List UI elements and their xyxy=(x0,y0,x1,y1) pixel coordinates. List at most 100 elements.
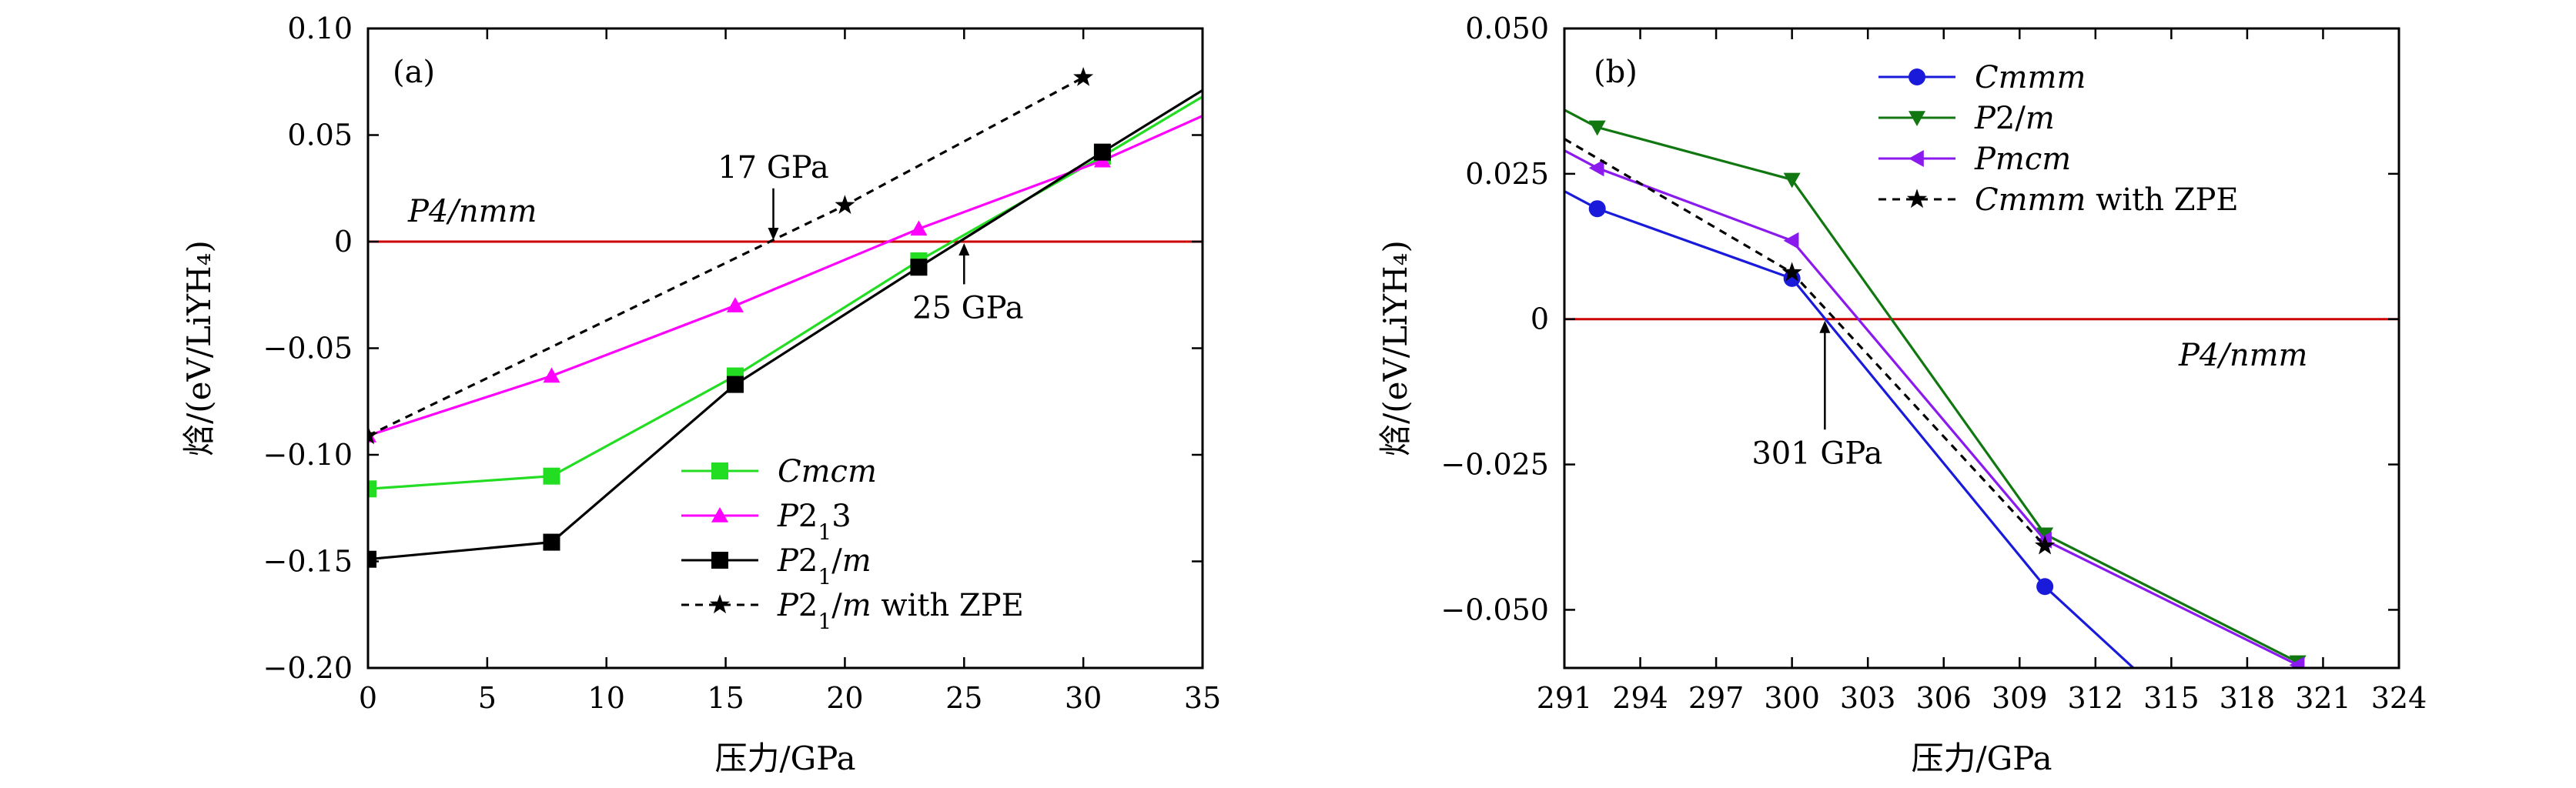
legend: Cmmm P2/m Pmcm Cmmm with ZPE xyxy=(1878,60,2239,218)
x-tick-label: 300 xyxy=(1764,681,1820,715)
annotation-label: 25 GPa xyxy=(912,290,1024,326)
y-tick-label: −0.05 xyxy=(263,332,353,366)
data-point xyxy=(543,367,560,383)
panel-a: P4/nmm 0 5 10 15 20 25 30 35 −0.20 −0.15 −0.10 −0.05… xyxy=(180,12,1221,777)
data-point xyxy=(2036,578,2054,596)
x-tick-label: 321 xyxy=(2295,681,2351,715)
x-tick-label: 15 xyxy=(707,681,744,715)
legend-label: P21/m with ZPE xyxy=(777,588,1024,634)
y-tick-label: 0 xyxy=(1531,302,1549,336)
legend-marker xyxy=(711,552,728,569)
annotation-label: 301 GPa xyxy=(1751,436,1882,471)
x-tick-label: 25 xyxy=(945,681,982,715)
legend-label: P213 xyxy=(777,499,851,545)
data-point xyxy=(910,259,928,276)
data-point xyxy=(835,195,855,214)
x-tick-label: 312 xyxy=(2068,681,2124,715)
data-point xyxy=(368,480,376,498)
legend-marker xyxy=(1906,189,1928,209)
legend-marker xyxy=(711,462,728,479)
panel-b: P4/nmm 291 294 297 300 303 306 309 312 315 318 321 3… xyxy=(1377,12,2427,777)
x-tick-label: 303 xyxy=(1840,681,1896,715)
annotation-label: 17 GPa xyxy=(718,150,829,185)
panel-label: (b) xyxy=(1594,55,1638,90)
y-tick-label: −0.025 xyxy=(1440,448,1549,482)
legend-label: Cmmm with ZPE xyxy=(1975,182,2239,218)
legend-marker xyxy=(1909,68,1925,85)
series-line xyxy=(1564,138,2046,547)
data-point xyxy=(1093,143,1111,161)
y-tick-label: 0.050 xyxy=(1465,12,1549,45)
data-point xyxy=(1073,67,1094,86)
legend-marker xyxy=(1909,150,1924,167)
y-axis-label: 焓/(eV/LiYH₄) xyxy=(1377,240,1414,456)
legend-marker xyxy=(1909,111,1925,126)
x-tick-label: 306 xyxy=(1915,681,1972,715)
x-tick-label: 35 xyxy=(1184,681,1221,715)
y-tick-label: −0.10 xyxy=(263,438,353,472)
x-tick-label: 315 xyxy=(2143,681,2200,715)
y-tick-label: −0.20 xyxy=(263,651,353,685)
y-tick-label: −0.050 xyxy=(1440,593,1549,626)
series-line xyxy=(1564,190,2135,668)
y-tick-label: 0.025 xyxy=(1465,157,1549,191)
series-line xyxy=(368,95,1203,490)
x-tick-label: 318 xyxy=(2220,681,2276,715)
series-line xyxy=(1564,149,2299,666)
annotation-arrowhead xyxy=(768,228,779,240)
data-point xyxy=(2035,535,2056,555)
x-tick-label: 20 xyxy=(826,681,863,715)
legend-marker xyxy=(711,507,728,523)
y-tick-label: 0.10 xyxy=(287,12,353,45)
y-tick-label: 0.05 xyxy=(287,119,353,152)
reference-label: P4/nmm xyxy=(407,194,537,229)
x-tick-label: 309 xyxy=(1992,681,2048,715)
data-point xyxy=(1783,232,1799,249)
series-group xyxy=(368,67,1203,568)
annotation-arrowhead xyxy=(958,243,970,255)
legend-label: P2/m xyxy=(1974,101,2055,136)
x-tick-label: 324 xyxy=(2371,681,2427,715)
data-point xyxy=(1588,200,1606,218)
panel-label: (a) xyxy=(393,55,435,90)
data-point xyxy=(1588,120,1606,136)
x-tick-label: 297 xyxy=(1688,681,1745,715)
data-point xyxy=(1783,269,1801,287)
data-point xyxy=(2289,656,2305,668)
data-point xyxy=(1783,172,1801,189)
legend-label: Cmcm xyxy=(778,454,877,489)
data-point xyxy=(368,425,379,445)
legend-marker xyxy=(709,594,731,614)
x-tick-label: 5 xyxy=(478,681,497,715)
data-point xyxy=(543,533,560,551)
y-tick-label: −0.15 xyxy=(263,545,353,579)
x-axis-label: 压力/GPa xyxy=(1911,740,2052,777)
y-axis-label: 焓/(eV/LiYH₄) xyxy=(180,240,218,456)
data-point xyxy=(543,467,560,485)
legend-label: P21/m xyxy=(777,543,871,589)
y-tick-label: 0 xyxy=(334,225,353,259)
annotation-arrowhead xyxy=(1819,320,1831,333)
legend-label: Pmcm xyxy=(1974,142,2071,177)
data-point xyxy=(726,376,744,393)
x-tick-label: 294 xyxy=(1612,681,1668,715)
x-tick-label: 10 xyxy=(588,681,625,715)
x-tick-label: 30 xyxy=(1065,681,1102,715)
series-line xyxy=(368,88,1203,561)
data-point xyxy=(1781,262,1802,282)
x-axis-label: 压力/GPa xyxy=(714,740,855,777)
x-tick-label: 0 xyxy=(359,681,377,715)
data-point xyxy=(368,550,376,568)
data-point xyxy=(726,297,744,312)
data-point xyxy=(910,220,928,236)
data-point xyxy=(2036,527,2054,543)
legend-label: Cmmm xyxy=(1975,60,2086,95)
reference-label: P4/nmm xyxy=(2178,338,2307,373)
series-line xyxy=(368,115,1203,437)
plot-frame xyxy=(1563,27,2400,669)
series-group xyxy=(1564,109,2307,668)
x-tick-label: 291 xyxy=(1537,681,1593,715)
data-point xyxy=(1588,159,1604,177)
